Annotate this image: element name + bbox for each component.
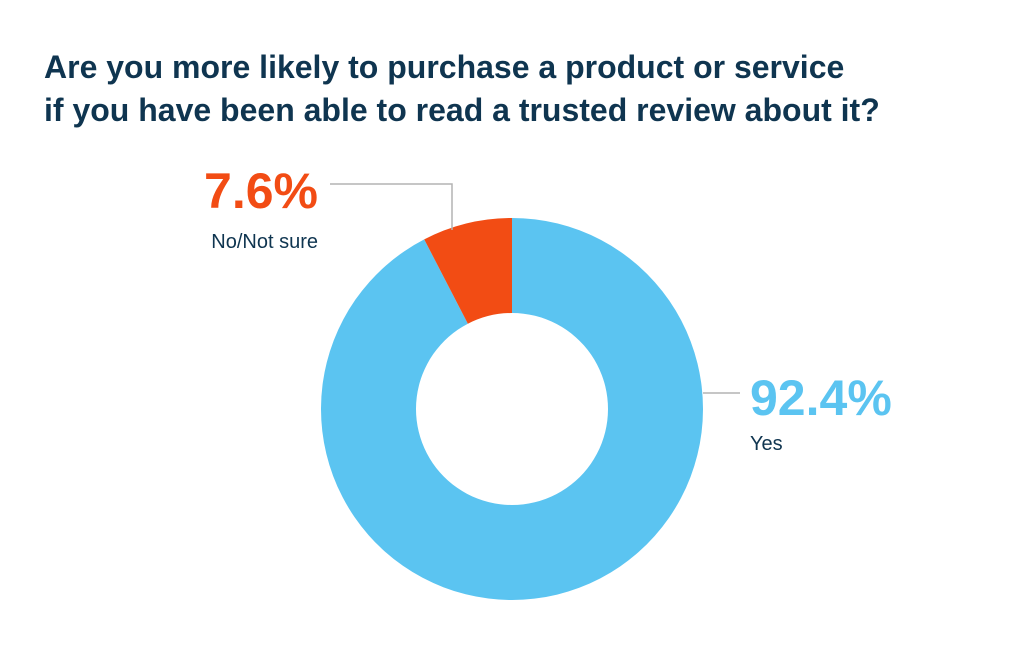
category-label-yes: Yes xyxy=(750,433,783,455)
slice-labels: 7.6% No/Not sure 92.4% Yes xyxy=(204,163,892,455)
donut-slices xyxy=(321,218,704,600)
slice-yes xyxy=(321,218,704,600)
value-label-no-not-sure: 7.6% xyxy=(204,163,318,219)
leader-lines xyxy=(330,183,740,394)
leader-line-no-not-sure xyxy=(330,183,453,230)
slice-no-not-sure xyxy=(424,218,512,324)
chart-title-line-1: Are you more likely to purchase a produc… xyxy=(44,49,845,85)
chart-title-line-2: if you have been able to read a trusted … xyxy=(44,92,880,128)
value-label-yes: 92.4% xyxy=(750,370,892,426)
chart-title: Are you more likely to purchase a produc… xyxy=(44,46,1004,132)
category-label-no-not-sure: No/Not sure xyxy=(211,231,318,253)
